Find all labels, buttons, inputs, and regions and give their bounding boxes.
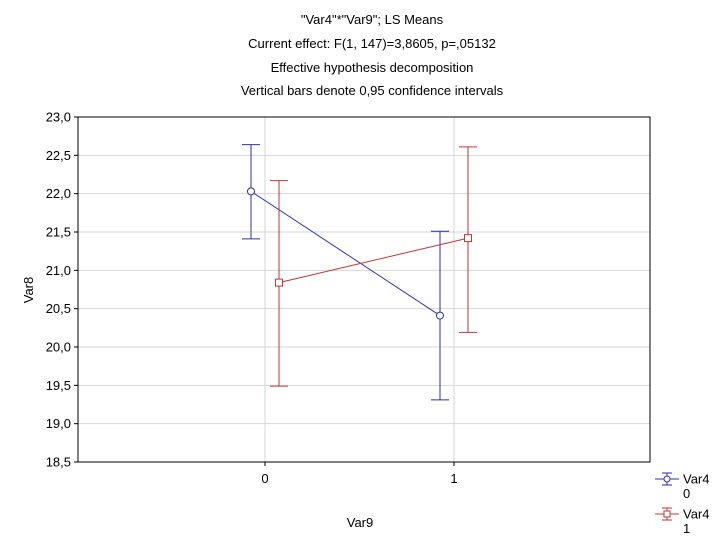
- data-point: [464, 234, 472, 243]
- chart-title-block: "Var4"*"Var9"; LS Means Current effect: …: [241, 12, 504, 98]
- y-tick-label: 22,0: [46, 186, 71, 201]
- y-tick-label: 22,5: [46, 148, 71, 163]
- y-tick-label: 21,0: [46, 263, 71, 278]
- y-tick-label: 20,5: [46, 301, 71, 316]
- legend-value: 0: [683, 486, 690, 501]
- x-tick-label: 1: [450, 471, 457, 486]
- series-line: [250, 190, 441, 316]
- grid: [78, 117, 650, 462]
- legend-label: Var4: [683, 507, 710, 522]
- legend-marker: [663, 510, 671, 518]
- x-axis-label: Var9: [347, 515, 374, 530]
- legend-marker: [663, 475, 671, 483]
- y-tick-label: 19,0: [46, 416, 71, 431]
- y-tick-label: 18,5: [46, 455, 71, 470]
- y-tick-label: 21,5: [46, 225, 71, 240]
- y-axis: 18,5 19,0 19,5 20,0 20,5 21,0 21,5 22,0 22,5 23,0: [46, 110, 78, 470]
- data-point: [275, 278, 283, 287]
- data-point: [436, 311, 444, 320]
- chart-subtitle-decomposition: Effective hypothesis decomposition: [271, 60, 474, 75]
- y-axis-label: Var8: [21, 277, 36, 304]
- y-tick-label: 23,0: [46, 110, 71, 125]
- legend-value: 1: [683, 521, 690, 536]
- series: [242, 144, 477, 401]
- chart-subtitle-ci-note: Vertical bars denote 0,95 confidence int…: [241, 83, 504, 98]
- series-0: [242, 144, 449, 401]
- plot-frame: [77, 116, 651, 463]
- series-1: [270, 146, 477, 387]
- chart-subtitle-effect: Current effect: F(1, 147)=3,8605, p=,051…: [248, 36, 496, 51]
- y-tick-label: 20,0: [46, 340, 71, 355]
- y-tick-label: 19,5: [46, 378, 71, 393]
- x-tick-label: 0: [261, 471, 268, 486]
- chart-title: "Var4"*"Var9"; LS Means: [301, 12, 444, 27]
- legend-label: Var4: [683, 472, 710, 487]
- data-point: [247, 187, 255, 196]
- series-line: [278, 237, 469, 284]
